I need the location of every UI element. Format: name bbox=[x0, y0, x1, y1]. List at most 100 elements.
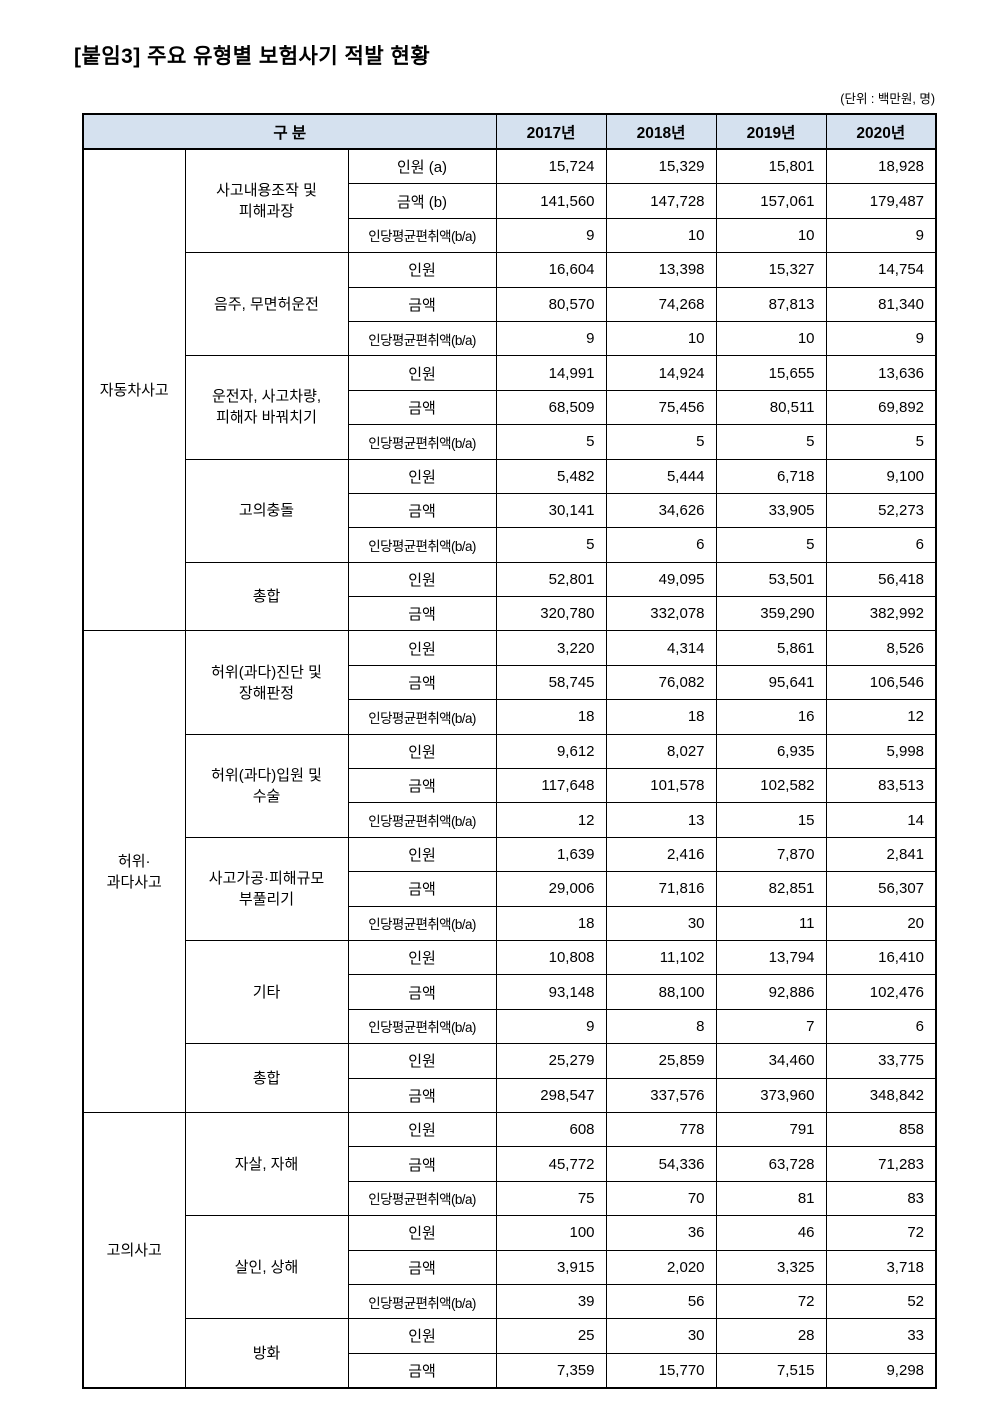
value-cell: 36 bbox=[605, 1215, 717, 1251]
value-cell: 33,905 bbox=[715, 492, 827, 529]
table-row: 방화 인원 25 30 28 33 bbox=[83, 1318, 937, 1389]
value-cell: 69,892 bbox=[825, 389, 937, 426]
value-cell: 332,078 bbox=[605, 596, 717, 632]
subcategory-cell: 살인, 상해 bbox=[184, 1215, 349, 1320]
value-cell: 81,340 bbox=[825, 286, 937, 322]
value-cell: 3,718 bbox=[825, 1249, 937, 1285]
metric-cell: 인원 bbox=[347, 630, 497, 666]
subcategory-cell: 기타 bbox=[184, 939, 349, 1045]
value-cell: 7,359 bbox=[495, 1352, 607, 1389]
table-row: 음주, 무면허운전 인원 16,604 13,398 15,327 14,754 bbox=[83, 252, 937, 357]
value-cell: 74,268 bbox=[605, 286, 717, 322]
metric-cell: 인당평균편취액(b/a) bbox=[347, 1180, 497, 1217]
value-cell: 80,570 bbox=[495, 286, 607, 322]
value-cell: 58,745 bbox=[495, 664, 607, 701]
table-row: 인당평균편취액(b/a) 39 56 72 52 bbox=[83, 1283, 937, 1320]
value-cell: 15,655 bbox=[715, 355, 827, 391]
table-row: 금액 320,780 332,078 359,290 382,992 bbox=[83, 596, 937, 632]
metric-cell: 금액 bbox=[347, 1352, 497, 1389]
category-cell: 허위· 과다사고 bbox=[82, 630, 186, 1113]
table-row: 사고가공·피해규모 부풀리기 인원 1,639 2,416 7,870 2,841 bbox=[83, 836, 937, 941]
value-cell: 88,100 bbox=[605, 974, 717, 1010]
table-row: 금액 3,915 2,020 3,325 3,718 bbox=[83, 1249, 937, 1285]
value-cell: 102,476 bbox=[825, 974, 937, 1010]
value-cell: 5 bbox=[605, 424, 717, 460]
subcategory-cell: 사고내용조작 및 피해과장 bbox=[184, 148, 349, 254]
value-cell: 81 bbox=[715, 1180, 827, 1217]
value-cell: 5 bbox=[715, 527, 827, 563]
table-row: 총합 인원 25,279 25,859 34,460 33,775 bbox=[83, 1043, 937, 1113]
metric-cell: 인원 bbox=[347, 1215, 497, 1251]
value-cell: 18,928 bbox=[825, 148, 937, 185]
value-cell: 348,842 bbox=[825, 1077, 937, 1113]
metric-cell: 인원 bbox=[347, 836, 497, 873]
value-cell: 72 bbox=[825, 1215, 937, 1251]
metric-cell: 금액 bbox=[347, 974, 497, 1010]
metric-cell: 인원 bbox=[347, 252, 497, 288]
value-cell: 34,626 bbox=[605, 492, 717, 529]
value-cell: 117,648 bbox=[495, 768, 607, 804]
subcategory-cell: 운전자, 사고차량, 피해자 바꿔치기 bbox=[184, 355, 349, 460]
value-cell: 14 bbox=[825, 802, 937, 838]
table-row: 금액 117,648 101,578 102,582 83,513 bbox=[83, 768, 937, 804]
metric-cell: 인당평균편취액(b/a) bbox=[347, 905, 497, 941]
value-cell: 9 bbox=[495, 217, 607, 254]
value-cell: 52 bbox=[825, 1283, 937, 1320]
metric-cell: 인원 bbox=[347, 1111, 497, 1148]
value-cell: 30,141 bbox=[495, 492, 607, 529]
metric-cell: 인원 bbox=[347, 1043, 497, 1079]
value-cell: 5 bbox=[495, 424, 607, 460]
page-title: [붙임3] 주요 유형별 보험사기 적발 현황 bbox=[74, 45, 431, 68]
value-cell: 63,728 bbox=[715, 1146, 827, 1182]
table-row: 금액 7,359 15,770 7,515 9,298 bbox=[83, 1352, 937, 1389]
value-cell: 49,095 bbox=[605, 561, 717, 598]
metric-cell: 금액 bbox=[347, 389, 497, 426]
metric-cell: 금액 bbox=[347, 664, 497, 701]
value-cell: 13,636 bbox=[825, 355, 937, 391]
table-row: 총합 인원 52,801 49,095 53,501 56,418 bbox=[83, 561, 937, 632]
value-cell: 76,082 bbox=[605, 664, 717, 701]
value-cell: 16,604 bbox=[495, 252, 607, 288]
value-cell: 9 bbox=[495, 320, 607, 357]
value-cell: 3,325 bbox=[715, 1249, 827, 1285]
value-cell: 2,020 bbox=[605, 1249, 717, 1285]
value-cell: 10 bbox=[715, 320, 827, 357]
value-cell: 3,220 bbox=[495, 630, 607, 666]
value-cell: 13 bbox=[605, 802, 717, 838]
value-cell: 5,444 bbox=[605, 458, 717, 494]
metric-cell: 금액 bbox=[347, 1146, 497, 1182]
value-cell: 75,456 bbox=[605, 389, 717, 426]
table-row: 운전자, 사고차량, 피해자 바꿔치기 인원 14,991 14,924 15,655 1… bbox=[83, 355, 937, 460]
value-cell: 5,861 bbox=[715, 630, 827, 666]
category-cell: 자동차사고 bbox=[82, 148, 186, 632]
metric-cell: 인당평균편취액(b/a) bbox=[347, 217, 497, 254]
metric-cell: 인당평균편취액(b/a) bbox=[347, 424, 497, 460]
value-cell: 56,307 bbox=[825, 871, 937, 907]
value-cell: 359,290 bbox=[715, 596, 827, 632]
value-cell: 5,482 bbox=[495, 458, 607, 494]
metric-cell: 금액 bbox=[347, 1077, 497, 1113]
value-cell: 92,886 bbox=[715, 974, 827, 1010]
metric-cell: 인당평균편취액(b/a) bbox=[347, 1283, 497, 1320]
subcategory-cell: 허위(과다)진단 및 장해판정 bbox=[184, 630, 349, 735]
value-cell: 71,283 bbox=[825, 1146, 937, 1182]
table-row: 인당평균편취액(b/a) 18 18 16 12 bbox=[83, 699, 937, 735]
value-cell: 9,298 bbox=[825, 1352, 937, 1389]
metric-cell: 인원 bbox=[347, 733, 497, 770]
value-cell: 28 bbox=[715, 1318, 827, 1354]
value-cell: 95,641 bbox=[715, 664, 827, 701]
value-cell: 20 bbox=[825, 905, 937, 941]
value-cell: 18 bbox=[605, 699, 717, 735]
header-row: 구 분 2017년 2018년 2019년 2020년 bbox=[82, 113, 937, 150]
value-cell: 33,775 bbox=[825, 1043, 937, 1079]
subcategory-cell: 고의충돌 bbox=[184, 458, 349, 563]
unit-note: (단위 : 백만원, 명) bbox=[840, 92, 935, 106]
subcategory-cell: 총합 bbox=[184, 1043, 349, 1113]
value-cell: 5 bbox=[495, 527, 607, 563]
value-cell: 75 bbox=[495, 1180, 607, 1217]
value-cell: 8,027 bbox=[605, 733, 717, 770]
value-cell: 5 bbox=[825, 424, 937, 460]
value-cell: 9,100 bbox=[825, 458, 937, 494]
value-cell: 15,327 bbox=[715, 252, 827, 288]
metric-cell: 인당평균편취액(b/a) bbox=[347, 320, 497, 357]
